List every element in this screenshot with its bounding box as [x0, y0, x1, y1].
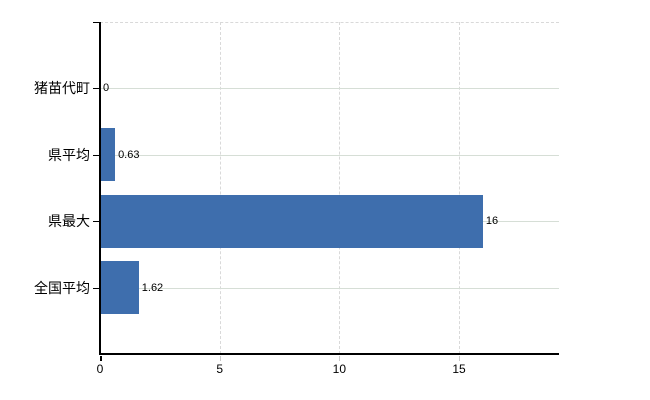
- bar: [100, 194, 483, 248]
- value-label: 0: [103, 82, 110, 95]
- value-label: 16: [485, 215, 499, 228]
- x-axis-tick: [339, 356, 341, 361]
- y-axis-tick: [93, 221, 100, 223]
- x-axis-tick: [459, 356, 460, 361]
- y-axis-tick: [93, 287, 100, 289]
- x-axis-tick-label: 5: [216, 362, 223, 376]
- gridline-horizontal: [100, 287, 559, 289]
- x-axis-tick-label: 0: [96, 362, 104, 376]
- y-axis-tick: [93, 88, 100, 90]
- x-axis-tick-label: 10: [332, 362, 347, 376]
- gridline-vertical: [219, 22, 221, 354]
- plot-top-border: [100, 22, 559, 23]
- bar: [100, 128, 116, 182]
- bar: [100, 261, 139, 315]
- gridline-vertical: [339, 22, 341, 354]
- category-label: 全国平均: [34, 279, 90, 296]
- x-axis-line: [99, 353, 559, 355]
- y-axis-tick: [93, 154, 100, 156]
- y-axis-line: [99, 22, 101, 355]
- y-axis-top-tick: [93, 22, 100, 23]
- category-label: 猪苗代町: [34, 80, 90, 97]
- x-axis-tick: [219, 356, 221, 361]
- value-label: 1.62: [141, 281, 164, 294]
- x-axis-tick-label: 15: [452, 362, 466, 376]
- gridline-vertical: [459, 22, 460, 354]
- category-label: 県最大: [48, 213, 90, 230]
- x-axis-tick: [100, 356, 102, 361]
- value-label: 0.63: [118, 148, 140, 161]
- category-label: 県平均: [48, 146, 90, 163]
- gridline-horizontal: [100, 154, 559, 156]
- gridline-horizontal: [100, 88, 559, 90]
